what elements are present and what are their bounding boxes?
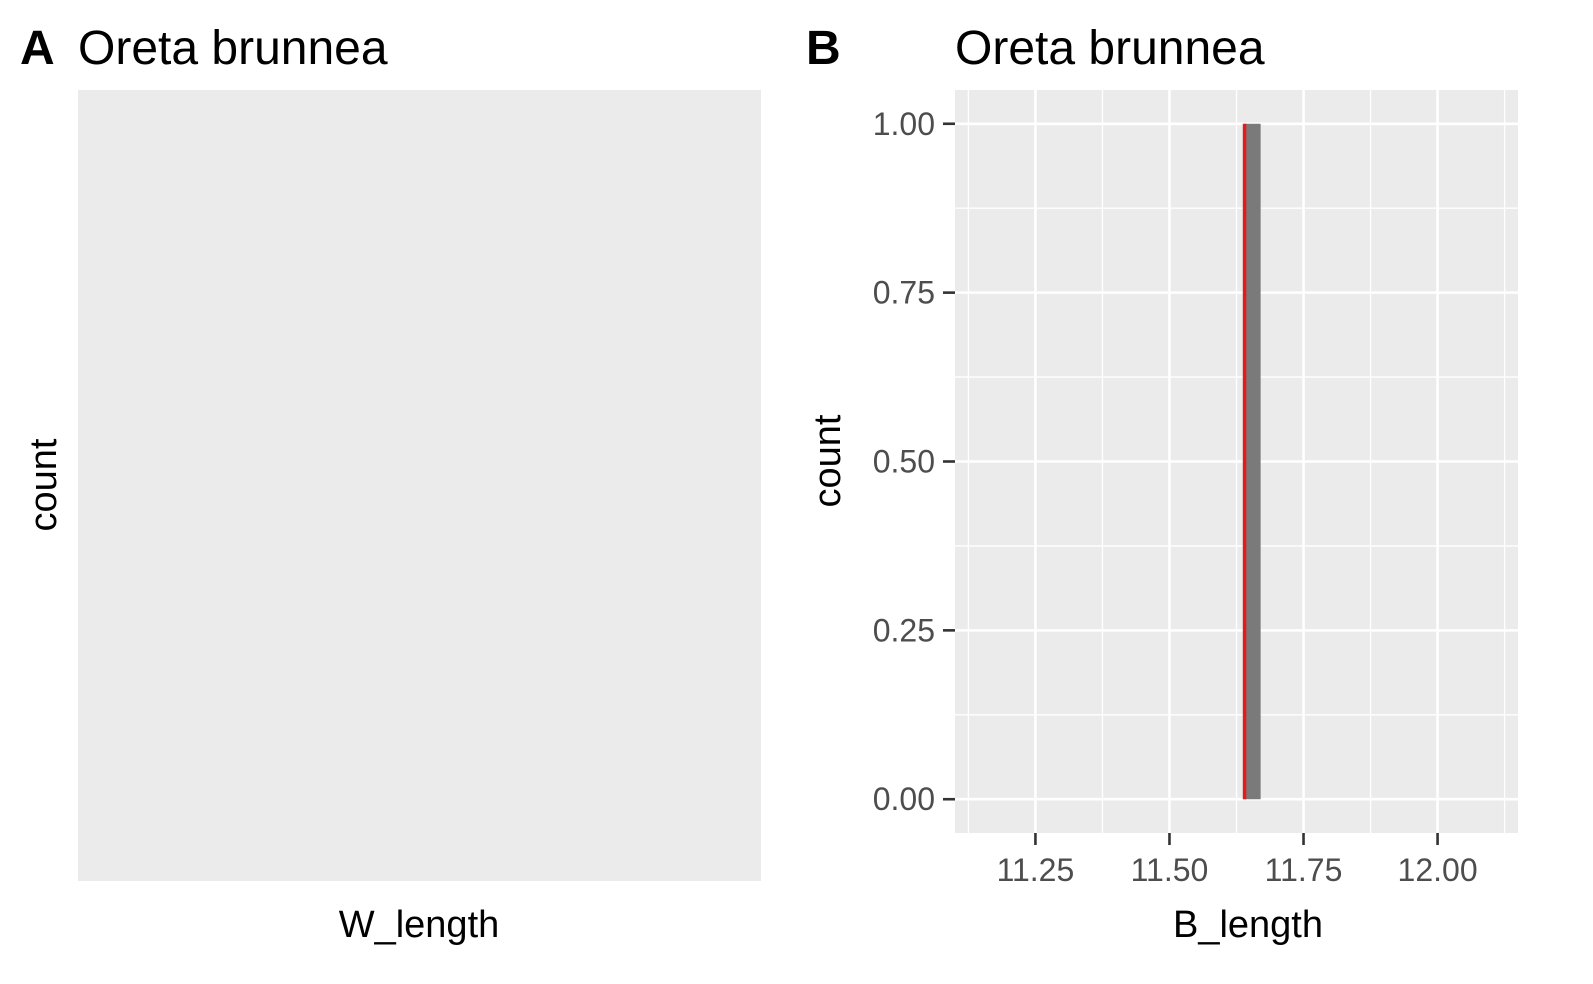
y-tick-label: 0.25 bbox=[873, 612, 935, 648]
x-tick-label: 11.50 bbox=[1131, 852, 1209, 888]
x-tick-label: 12.00 bbox=[1398, 852, 1478, 888]
x-tick-label: 11.75 bbox=[1265, 852, 1343, 888]
panel-b-title: Oreta brunnea bbox=[955, 22, 1265, 75]
panel-b-bars bbox=[1244, 123, 1261, 800]
panel-b-y-axis: 0.00 0.25 0.50 0.75 1.00 bbox=[873, 106, 955, 817]
panel-b-grid bbox=[955, 90, 1518, 833]
panel-b: B Oreta brunnea 0.00 0.25 0.50 0.75 1.00 11.… bbox=[806, 22, 1518, 946]
y-tick-label: 0.50 bbox=[873, 444, 935, 480]
panel-b-tag: B bbox=[806, 22, 841, 75]
panel-a-plot-area bbox=[78, 90, 761, 881]
y-tick-label: 1.00 bbox=[873, 106, 935, 142]
panel-b-x-axis: 11.25 11.50 11.75 12.00 bbox=[997, 833, 1478, 888]
panel-a-x-axis-title: W_length bbox=[339, 904, 500, 946]
y-tick-label: 0.00 bbox=[873, 781, 935, 817]
histogram-bar bbox=[1244, 123, 1261, 800]
panel-a-title: Oreta brunnea bbox=[78, 22, 388, 75]
x-tick-label: 11.25 bbox=[997, 852, 1075, 888]
panel-a-tag: A bbox=[20, 22, 55, 75]
panel-b-x-axis-title: B_length bbox=[1173, 904, 1323, 946]
panel-b-y-axis-title: count bbox=[807, 414, 849, 507]
panel-a: A Oreta brunnea W_length count bbox=[20, 22, 761, 946]
panel-a-y-axis-title: count bbox=[23, 438, 65, 531]
y-tick-label: 0.75 bbox=[873, 275, 935, 311]
